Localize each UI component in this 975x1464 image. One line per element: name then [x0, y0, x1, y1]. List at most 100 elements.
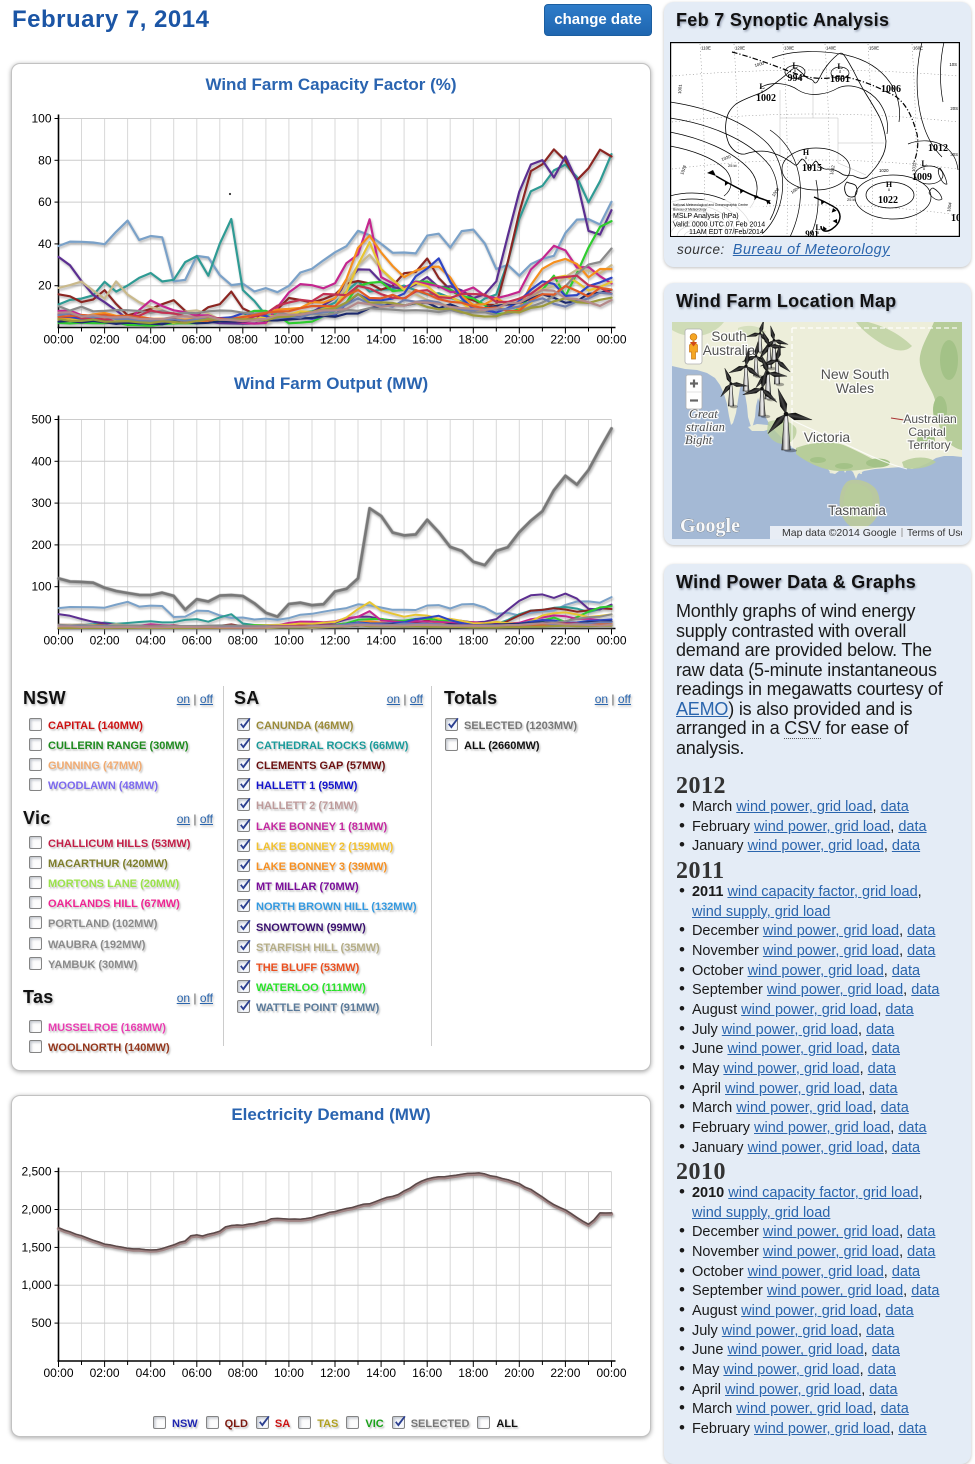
svg-text:L: L — [837, 62, 842, 71]
svg-text:00:00: 00:00 — [43, 634, 73, 648]
svg-text:60: 60 — [38, 195, 52, 209]
svg-text:140E: 140E — [826, 46, 836, 51]
svg-text:Map data ©2014 Google: Map data ©2014 Google — [782, 527, 897, 539]
svg-text:10S: 10S — [949, 62, 957, 67]
svg-text:1001: 1001 — [830, 74, 850, 85]
svg-text:00:00: 00:00 — [43, 333, 73, 347]
svg-text:stralian: stralian — [686, 420, 725, 434]
svg-text:x: x — [839, 69, 842, 74]
svg-text:00:00: 00:00 — [596, 1366, 626, 1380]
svg-text:2,000: 2,000 — [21, 1203, 51, 1217]
svg-text:22:00: 22:00 — [550, 333, 580, 347]
svg-text:20S: 20S — [950, 106, 958, 111]
svg-text:Capital: Capital — [908, 425, 945, 439]
svg-text:Valid: 0000 UTC 07 Feb 2014: Valid: 0000 UTC 07 Feb 2014 — [673, 222, 765, 229]
svg-text:300: 300 — [31, 496, 51, 510]
svg-text:00:00: 00:00 — [596, 333, 626, 347]
svg-text:x: x — [817, 230, 820, 235]
svg-text:02:00: 02:00 — [90, 333, 120, 347]
svg-text:04:00: 04:00 — [136, 333, 166, 347]
svg-text:MSLP Analysis (hPa): MSLP Analysis (hPa) — [673, 213, 739, 220]
svg-text:200: 200 — [31, 538, 51, 552]
svg-text:1012: 1012 — [911, 162, 917, 173]
svg-text:H: H — [803, 148, 810, 157]
svg-text:14:00: 14:00 — [366, 1366, 396, 1380]
svg-text:1004: 1004 — [946, 201, 953, 212]
svg-text:16:00: 16:00 — [412, 1366, 442, 1380]
svg-text:120E: 120E — [735, 46, 745, 51]
svg-text:400: 400 — [31, 454, 51, 468]
svg-text:L: L — [815, 223, 820, 232]
svg-text:06:00: 06:00 — [182, 333, 212, 347]
svg-text:11AM EDT 07/Feb/2014: 11AM EDT 07/Feb/2014 — [689, 229, 764, 236]
svg-text:x: x — [761, 89, 764, 94]
svg-text:1006: 1006 — [881, 84, 901, 95]
svg-text:40: 40 — [38, 237, 52, 251]
svg-text:1020: 1020 — [721, 154, 732, 162]
svg-text:160E: 160E — [913, 46, 923, 51]
svg-text:500: 500 — [31, 1316, 51, 1330]
svg-text:1,500: 1,500 — [21, 1240, 51, 1254]
svg-text:16:00: 16:00 — [412, 333, 442, 347]
svg-text:Bight: Bight — [685, 433, 713, 447]
svg-text:25 kt: 25 kt — [728, 163, 738, 168]
svg-text:500: 500 — [31, 413, 51, 427]
svg-text:1009: 1009 — [912, 172, 932, 183]
svg-text:14:00: 14:00 — [366, 634, 396, 648]
svg-text:20:00: 20:00 — [504, 333, 534, 347]
svg-text:100: 100 — [31, 580, 51, 594]
svg-text:L: L — [759, 82, 764, 91]
svg-text:Territory: Territory — [907, 438, 950, 452]
svg-text:1022: 1022 — [878, 195, 898, 206]
svg-text:04:00: 04:00 — [136, 1366, 166, 1380]
svg-text:991: 991 — [805, 229, 819, 237]
svg-text:Victoria: Victoria — [804, 429, 851, 445]
svg-text:1002: 1002 — [756, 93, 776, 104]
svg-text:New South: New South — [821, 366, 889, 382]
svg-text:00:00: 00:00 — [43, 1366, 73, 1380]
svg-text:08:00: 08:00 — [228, 634, 258, 648]
svg-text:x: x — [888, 187, 891, 192]
svg-text:10:00: 10:00 — [274, 634, 304, 648]
svg-text:994: 994 — [788, 73, 803, 84]
svg-text:02:00: 02:00 — [90, 634, 120, 648]
svg-text:22:00: 22:00 — [550, 634, 580, 648]
svg-text:12:00: 12:00 — [320, 634, 350, 648]
svg-text:1012: 1012 — [829, 164, 836, 175]
svg-text:1001: 1001 — [677, 84, 683, 95]
svg-text:08:00: 08:00 — [228, 1366, 258, 1380]
svg-text:18:00: 18:00 — [458, 634, 488, 648]
svg-text:L: L — [792, 61, 797, 70]
svg-text:1020: 1020 — [879, 168, 889, 173]
svg-text:20:00: 20:00 — [504, 634, 534, 648]
svg-text:Tasmania: Tasmania — [828, 503, 886, 518]
svg-text:L: L — [921, 159, 926, 168]
svg-text:20: 20 — [38, 279, 52, 293]
svg-text:Google: Google — [680, 515, 740, 537]
svg-text:22:00: 22:00 — [550, 1366, 580, 1380]
svg-text:1008: 1008 — [771, 186, 781, 197]
svg-text:80: 80 — [38, 153, 52, 167]
svg-text:1000: 1000 — [754, 61, 765, 68]
svg-text:16:00: 16:00 — [412, 634, 442, 648]
svg-text:1028: 1028 — [679, 164, 687, 175]
svg-text:12:00: 12:00 — [320, 1366, 350, 1380]
svg-text:x: x — [923, 166, 926, 171]
svg-text:2,500: 2,500 — [21, 1165, 51, 1179]
svg-text:14:00: 14:00 — [366, 333, 396, 347]
svg-text:1012: 1012 — [928, 143, 948, 154]
svg-text:06:00: 06:00 — [182, 634, 212, 648]
svg-text:Terms of Use: Terms of Use — [907, 528, 962, 539]
svg-text:10: 10 — [951, 213, 960, 224]
svg-text:Australia: Australia — [703, 343, 756, 358]
svg-text:1004: 1004 — [790, 185, 801, 195]
svg-text:130E: 130E — [784, 46, 794, 51]
svg-text:x: x — [794, 68, 797, 73]
svg-text:Bureau of Meteorology: Bureau of Meteorology — [673, 208, 707, 212]
svg-text:00:00: 00:00 — [596, 634, 626, 648]
svg-text:30S: 30S — [950, 152, 958, 157]
svg-text:x: x — [805, 155, 808, 160]
svg-text:H: H — [886, 180, 893, 189]
svg-text:20:00: 20:00 — [504, 1366, 534, 1380]
svg-text:18:00: 18:00 — [458, 333, 488, 347]
